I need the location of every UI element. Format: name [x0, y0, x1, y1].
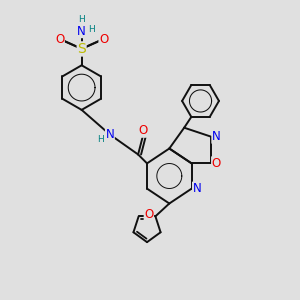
- Text: O: O: [55, 33, 64, 46]
- Text: O: O: [212, 157, 221, 170]
- Text: H: H: [97, 135, 104, 144]
- Text: N: N: [193, 182, 201, 195]
- Text: H: H: [88, 25, 94, 34]
- Text: N: N: [212, 130, 221, 143]
- Text: N: N: [77, 25, 86, 38]
- Text: O: O: [139, 124, 148, 137]
- Text: O: O: [144, 208, 154, 221]
- Text: N: N: [106, 128, 114, 141]
- Text: S: S: [77, 42, 86, 56]
- Text: H: H: [78, 15, 85, 24]
- Text: O: O: [99, 33, 108, 46]
